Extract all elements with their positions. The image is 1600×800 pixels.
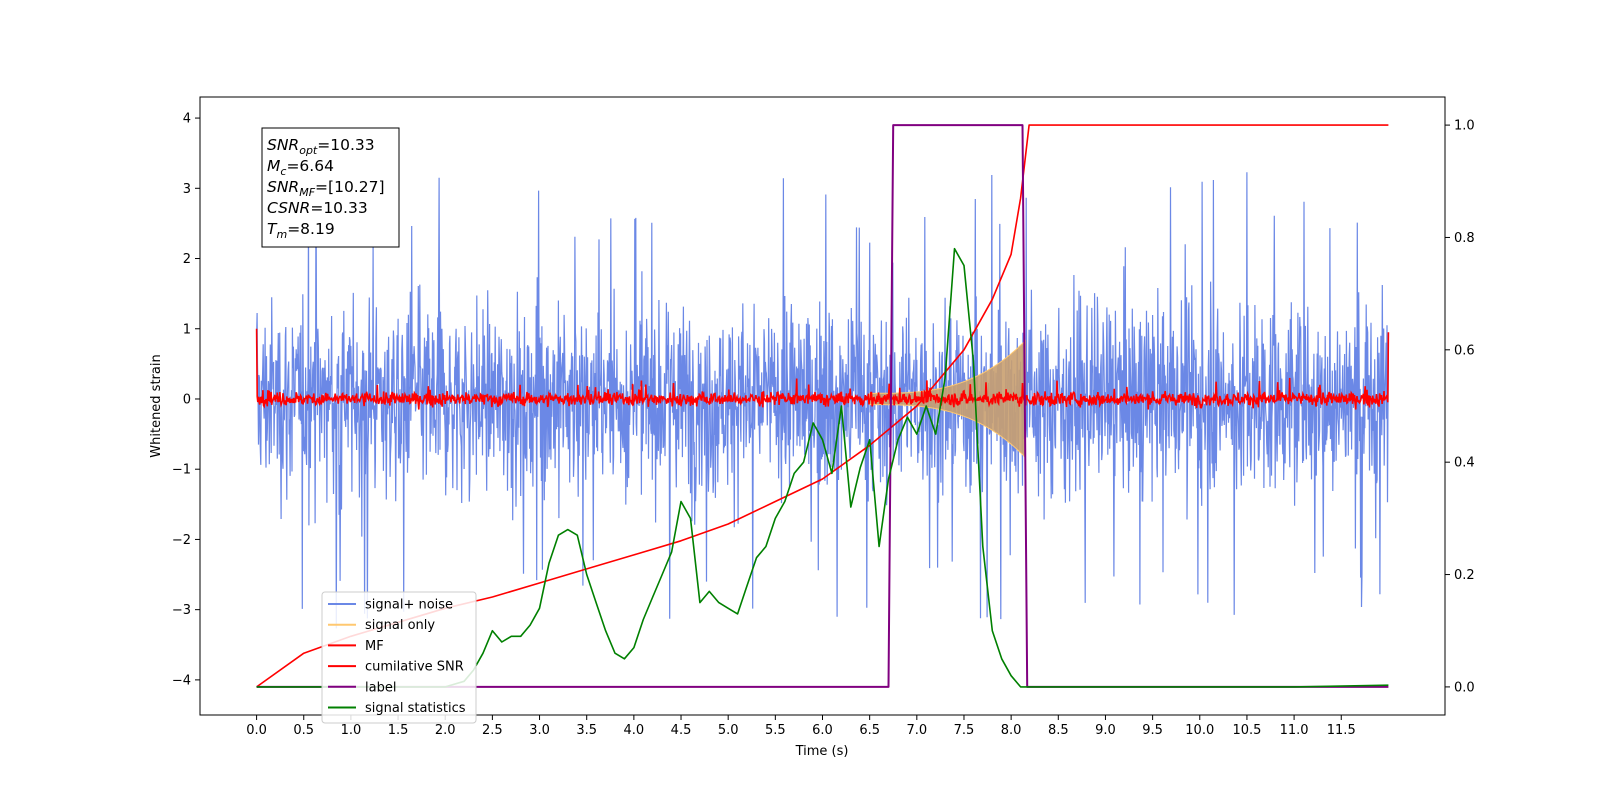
y-right-tick-label: 0.2 — [1454, 568, 1475, 583]
x-tick-label: 9.0 — [1095, 723, 1116, 738]
y-left-tick-label: 4 — [183, 112, 191, 127]
legend-label: label — [365, 680, 396, 695]
x-tick-label: 3.0 — [529, 723, 550, 738]
signal-statistics-line — [256, 247, 1389, 688]
x-tick-label: 6.5 — [859, 723, 880, 738]
x-tick-label: 0.0 — [246, 723, 267, 738]
info-line: SNRopt=10.33 — [267, 136, 375, 157]
info-line: SNRMF=[10.27] — [267, 178, 385, 199]
y-left-tick-label: −1 — [172, 463, 191, 478]
y-left-tick-label: −3 — [172, 603, 191, 618]
y-left-tick-label: 0 — [183, 392, 191, 407]
signal-statistics-series — [256, 247, 1389, 688]
signal-noise-series — [256, 172, 1389, 629]
info-line: CSNR=10.33 — [267, 199, 368, 217]
y-left-tick-label: 2 — [183, 252, 191, 267]
y-right-tick-label: 0.8 — [1454, 231, 1475, 246]
x-tick-label: 8.0 — [1001, 723, 1022, 738]
y-right-tick-label: 1.0 — [1454, 119, 1475, 134]
y-left-tick-label: 3 — [183, 182, 191, 197]
y-right-tick-label: 0.4 — [1454, 456, 1475, 471]
x-axis: 0.0 0.5 1.0 1.5 2.0 2.5 3.0 3.5 4.0 4.5 5.0 5.5 6.0 6… — [246, 715, 1356, 738]
x-tick-label: 10.0 — [1185, 723, 1214, 738]
x-tick-label: 2.5 — [482, 723, 503, 738]
y-axis-label: Whitened strain — [149, 354, 164, 457]
right-y-axis: 1.0 0.8 0.6 0.4 0.2 0.0 — [1445, 119, 1475, 695]
y-left-tick-label: 1 — [183, 322, 191, 337]
legend-label: signal+ noise — [365, 598, 453, 613]
y-right-tick-label: 0.0 — [1454, 680, 1475, 695]
x-tick-label: 5.0 — [718, 723, 739, 738]
legend: signal+ noise signal only MF cumilative SNR… — [321, 591, 477, 724]
x-tick-label: 9.5 — [1142, 723, 1163, 738]
x-tick-label: 3.5 — [576, 723, 597, 738]
info-box-frame — [261, 127, 400, 248]
x-tick-label: 1.5 — [388, 723, 409, 738]
x-tick-label: 4.5 — [671, 723, 692, 738]
x-tick-label: 7.0 — [906, 723, 927, 738]
info-line: Mc=6.64 — [267, 157, 334, 178]
y-right-tick-label: 0.6 — [1454, 343, 1475, 358]
y-left-tick-label: −4 — [172, 673, 191, 688]
x-tick-label: 2.0 — [435, 723, 456, 738]
mf-line — [255, 328, 1390, 410]
x-tick-label: 11.5 — [1327, 723, 1356, 738]
mf-series — [255, 328, 1390, 410]
x-tick-label: 6.0 — [812, 723, 833, 738]
x-tick-label: 8.5 — [1048, 723, 1069, 738]
x-tick-label: 5.5 — [765, 723, 786, 738]
signal-noise-line — [256, 172, 1389, 629]
x-tick-label: 11.0 — [1280, 723, 1309, 738]
legend-label: MF — [365, 639, 384, 654]
x-tick-label: 10.5 — [1232, 723, 1261, 738]
x-tick-label: 4.0 — [624, 723, 645, 738]
legend-label: signal statistics — [365, 701, 466, 716]
x-tick-label: 0.5 — [293, 723, 314, 738]
left-y-axis: 4 3 2 1 0 −1 −2 −3 −4 — [172, 112, 200, 688]
x-tick-label: 7.5 — [954, 723, 975, 738]
info-line: Tm=8.19 — [267, 220, 335, 241]
info-box: SNRopt=10.33Mc=6.64SNRMF=[10.27]CSNR=10.… — [261, 127, 400, 248]
legend-frame — [321, 591, 477, 724]
legend-label: cumilative SNR — [365, 660, 464, 675]
x-tick-label: 1.0 — [341, 723, 362, 738]
x-axis-label: Time (s) — [795, 744, 849, 759]
y-left-tick-label: −2 — [172, 533, 191, 548]
legend-label: signal only — [365, 618, 435, 633]
